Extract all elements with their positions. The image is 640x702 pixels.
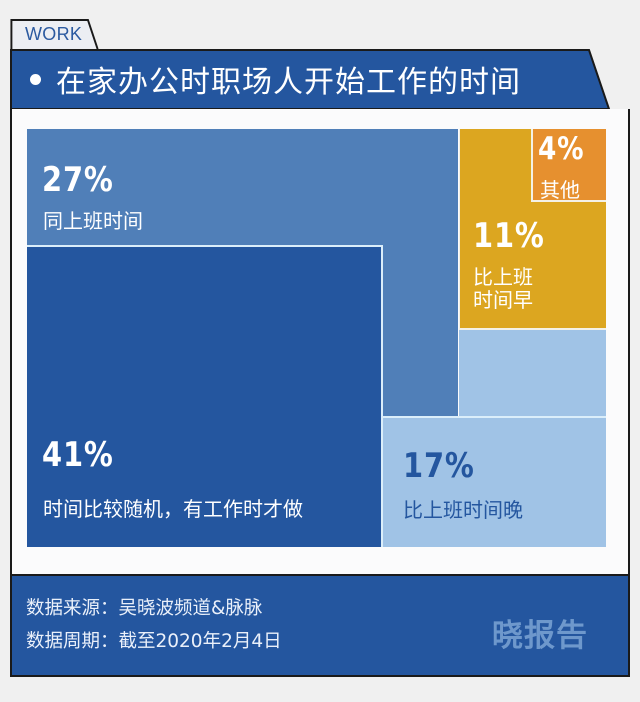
segment-later: [383, 416, 606, 547]
bullet-icon: [30, 74, 41, 85]
label-earlier: 比上班 时间早: [473, 265, 533, 312]
brand-logo: 晓报告: [492, 618, 588, 654]
label-other: 其他: [540, 178, 580, 202]
footer: [10, 574, 630, 677]
chart-title: 在家办公时职场人开始工作的时间: [56, 65, 521, 100]
pct-later: 17%: [403, 446, 475, 486]
label-same-time: 同上班时间: [43, 209, 143, 233]
segment-later-upper: [459, 328, 606, 418]
data-source: 数据来源：吴晓波频道&脉脉: [26, 598, 263, 619]
segment-random: [27, 245, 383, 547]
data-period: 数据周期：截至2020年2月4日: [26, 631, 282, 652]
work-tab: [10, 19, 99, 50]
pct-random: 41%: [42, 435, 114, 475]
segment-other: [531, 129, 606, 202]
work-tab-label: WORK: [25, 24, 83, 44]
label-later: 比上班时间晚: [403, 498, 523, 522]
pct-earlier: 11%: [473, 216, 545, 256]
label-random: 时间比较随机，有工作时才做: [43, 497, 303, 521]
pct-same-time: 27%: [42, 160, 114, 200]
pct-other: 4%: [538, 131, 585, 167]
